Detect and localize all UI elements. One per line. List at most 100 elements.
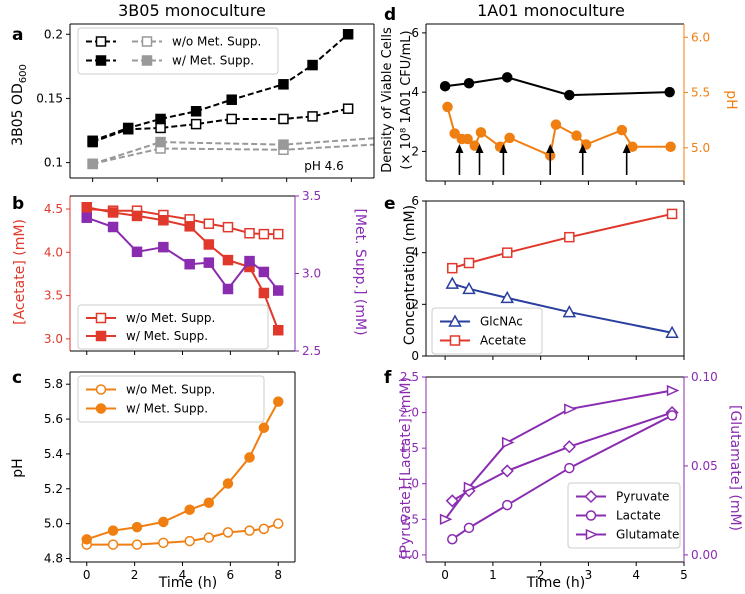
data-point (107, 539, 119, 550)
data-point (501, 247, 513, 258)
data-point (258, 523, 270, 535)
data-point (665, 141, 676, 152)
data-point (664, 86, 675, 98)
series-w-met-supp- (87, 136, 375, 170)
data-point (87, 135, 98, 147)
c-y-tick-label: 5.2 (44, 482, 63, 496)
data-point (278, 113, 289, 125)
data-point (504, 132, 515, 144)
data-point (222, 478, 234, 489)
arrow-head (475, 144, 484, 153)
data-point (278, 139, 289, 150)
ylabel-f-left: [Pyruvate],[Lactate] (mM) (398, 377, 414, 559)
data-point (131, 210, 143, 222)
xlabel-f: Time (h) (526, 575, 586, 591)
data-point (501, 499, 513, 511)
series-line (86, 522, 279, 546)
c-x-tick-label: 6 (227, 568, 235, 582)
panel-letter-d: d (384, 5, 396, 25)
ylabel-b-left: [Acetate] (mM) (12, 219, 28, 325)
data-point (203, 239, 215, 250)
legend-b-swatch-marker (95, 312, 107, 324)
legend-f-swatch-marker (585, 528, 599, 541)
b-y-left-tick-label: 4.5 (44, 202, 63, 216)
f-y-left-tick-label: 1.5 (400, 441, 419, 455)
f-x-tick-label: 1 (489, 568, 497, 582)
data-point (155, 113, 166, 125)
data-point (81, 534, 93, 545)
data-point (158, 214, 169, 226)
legend-f-box (567, 482, 681, 549)
legend-e-label: GlcNAc (480, 315, 523, 329)
ylabel-d-left-1: Density of Viable Cells (380, 27, 395, 173)
legend-c-swatch-marker (95, 403, 107, 414)
series-w-met-supp- (87, 29, 354, 147)
data-point (222, 254, 234, 266)
legend-a-swatch-marker (95, 36, 107, 47)
data-point (307, 59, 318, 71)
data-point (627, 141, 638, 152)
b-y-left-tick-label: 3.5 (44, 289, 63, 303)
arrow-head (578, 144, 587, 153)
data-point (184, 258, 195, 270)
data-point (666, 384, 680, 397)
f-x-tick-label: 5 (680, 568, 688, 582)
data-point (203, 257, 215, 268)
b-y-right-tick-label: 2.5 (302, 344, 321, 358)
ylabel-f-right: [Glutamate] (mM) (727, 405, 743, 531)
legend-f-label: Pyruvate (616, 490, 669, 504)
data-point (190, 118, 202, 130)
data-point (439, 513, 453, 525)
data-point (463, 257, 475, 269)
legend-c-label: w/o Met. Supp. (126, 383, 215, 397)
chart-marks: 0.1 0.15 0.2 pH 4.6 w/o Met. Supp. w/ Met. Su… (36, 23, 718, 582)
f-y-left-tick-label: 2.0 (400, 406, 419, 420)
c-y-tick-label: 5.6 (44, 412, 63, 426)
data-point (278, 79, 289, 90)
data-point (501, 72, 513, 83)
d-y-left-tick-label: 6 (411, 26, 419, 40)
b-y-right-tick-label: 3.0 (302, 267, 321, 281)
data-point (203, 497, 215, 508)
data-point (571, 130, 582, 141)
c-y-tick-label: 5.8 (44, 377, 63, 391)
legend-a-label: w/ Met. Supp. (172, 54, 254, 68)
data-point (445, 276, 460, 289)
series-w-met-supp- (81, 396, 284, 545)
legend-f-label: Glutamate (616, 528, 679, 542)
b-y-left-tick-label: 3.0 (44, 332, 63, 346)
b-y-left-tick-label: 4.0 (44, 245, 63, 259)
series-line (444, 76, 670, 97)
data-point (87, 158, 98, 170)
data-point (222, 283, 234, 295)
legend-c-label: w/ Met. Supp. (126, 402, 208, 416)
data-point (184, 504, 195, 515)
data-point (155, 122, 166, 134)
c-x-tick-label: 8 (274, 568, 282, 582)
data-point (272, 324, 284, 336)
data-point (158, 516, 169, 528)
panel-letter-f: f (384, 368, 392, 388)
data-point (222, 221, 234, 233)
f-y-right-tick-label: 0.05 (691, 459, 718, 473)
series-density-of-viable-cells (439, 72, 675, 101)
data-point (564, 462, 575, 474)
data-point (203, 532, 215, 543)
arrow-head (455, 144, 464, 153)
d-y-left-tick-label: 4 (411, 85, 419, 99)
data-point (445, 494, 459, 508)
data-point (462, 133, 473, 145)
series-lactate (447, 410, 678, 545)
series-line (86, 401, 280, 541)
data-point (550, 119, 562, 130)
data-point (244, 525, 255, 536)
f-y-left-tick-label: 1.0 (400, 477, 419, 491)
f-x-tick-label: 4 (632, 568, 640, 582)
data-point (462, 281, 476, 295)
panel-letter-a: a (12, 25, 23, 45)
annotation-ph: pH 4.6 (304, 159, 344, 173)
data-point (107, 207, 119, 218)
xlabel-c: Time (h) (158, 575, 218, 591)
data-point (122, 122, 134, 134)
panel-letter-e: e (384, 194, 396, 214)
